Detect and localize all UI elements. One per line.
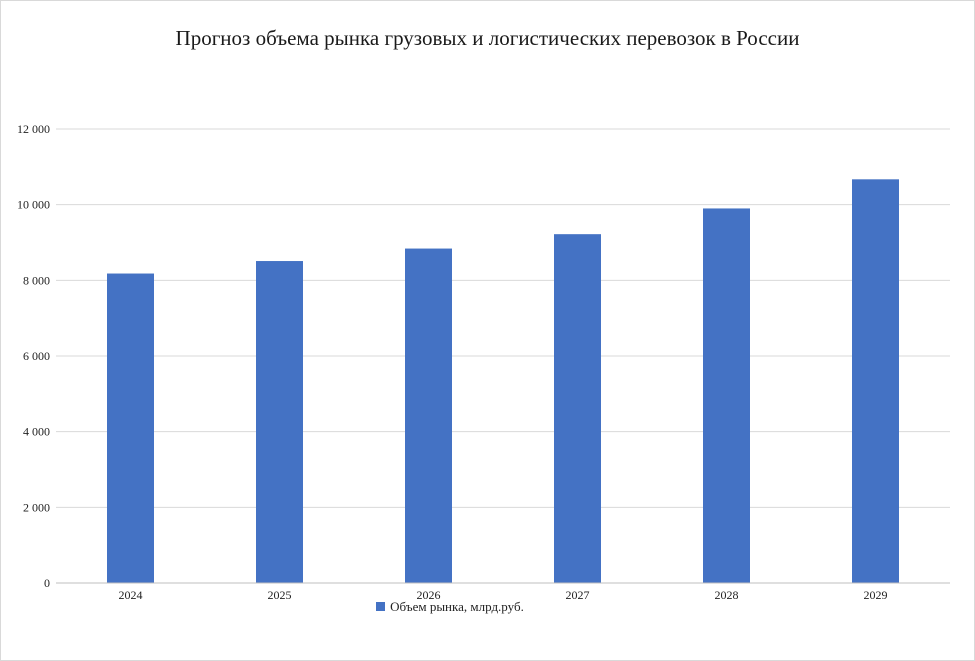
x-tick-label: 2026 — [417, 588, 441, 602]
x-tick-label: 2024 — [119, 588, 143, 602]
y-tick-label: 0 — [44, 576, 50, 590]
y-tick-label: 12 000 — [17, 122, 50, 136]
x-tick-label: 2027 — [566, 588, 590, 602]
chart-title: Прогноз объема рынка грузовых и логистич… — [175, 26, 800, 50]
bar-2027 — [554, 234, 601, 583]
bar-2025 — [256, 261, 303, 583]
axes: 0 2 000 4 000 6 000 8 000 10 000 12 000 2024 202… — [17, 122, 950, 602]
x-tick-label: 2025 — [268, 588, 292, 602]
grid-lines — [56, 128, 950, 508]
y-tick-label: 4 000 — [23, 425, 50, 439]
x-tick-label: 2028 — [715, 588, 739, 602]
legend: Объем рынка, млрд.руб. — [0, 599, 900, 615]
bar-2028 — [703, 208, 750, 583]
y-tick-label: 2 000 — [23, 500, 50, 514]
y-tick-label: 10 000 — [17, 198, 50, 212]
bar-2026 — [405, 248, 452, 583]
bar-2024 — [107, 273, 154, 583]
legend-swatch — [376, 602, 386, 611]
y-tick-label: 8 000 — [23, 273, 50, 287]
bar-2029 — [852, 179, 899, 583]
bars — [107, 179, 899, 583]
x-tick-label: 2029 — [864, 588, 888, 602]
y-tick-label: 6 000 — [23, 349, 50, 363]
legend-label: Объем рынка, млрд.руб. — [390, 599, 524, 614]
